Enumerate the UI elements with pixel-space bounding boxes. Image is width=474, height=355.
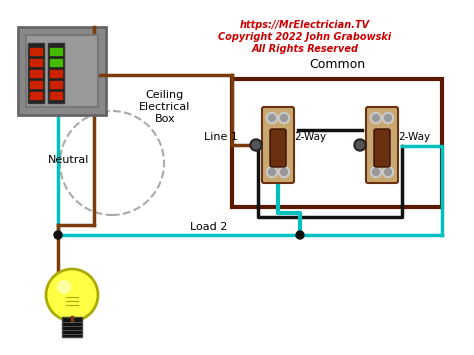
Text: 2-Way: 2-Way	[294, 132, 326, 142]
Bar	[28, 43, 44, 103]
Text: Neutral: Neutral	[48, 155, 90, 165]
Bar	[26, 35, 98, 107]
Bar	[48, 43, 64, 103]
Text: Common: Common	[309, 58, 365, 71]
Text: Line 1: Line 1	[204, 132, 238, 142]
FancyBboxPatch shape	[270, 129, 286, 167]
Circle shape	[281, 169, 288, 175]
Bar	[30, 81, 42, 88]
Circle shape	[371, 113, 382, 124]
Bar	[232, 79, 442, 207]
Circle shape	[373, 169, 380, 175]
Circle shape	[383, 113, 393, 124]
Circle shape	[57, 280, 71, 294]
Circle shape	[383, 166, 393, 178]
Bar	[50, 48, 62, 55]
Bar	[18, 27, 106, 115]
Circle shape	[266, 113, 277, 124]
Bar	[50, 59, 62, 66]
Circle shape	[268, 169, 275, 175]
Text: All Rights Reserved: All Rights Reserved	[252, 44, 358, 54]
Bar	[50, 70, 62, 77]
Bar	[30, 70, 42, 77]
FancyBboxPatch shape	[374, 129, 390, 167]
Circle shape	[354, 139, 366, 151]
Circle shape	[279, 166, 290, 178]
Bar	[50, 81, 62, 88]
Circle shape	[373, 115, 380, 121]
Circle shape	[266, 166, 277, 178]
Bar	[30, 59, 42, 66]
Text: Load 2: Load 2	[190, 222, 228, 232]
Text: 2-Way: 2-Way	[398, 132, 430, 142]
Bar	[50, 92, 62, 99]
Circle shape	[252, 141, 260, 149]
Text: Ceiling
Electrical
Box: Ceiling Electrical Box	[139, 91, 191, 124]
Circle shape	[46, 269, 98, 321]
Circle shape	[356, 141, 364, 149]
Circle shape	[384, 115, 392, 121]
FancyBboxPatch shape	[366, 107, 398, 183]
Circle shape	[371, 166, 382, 178]
Circle shape	[279, 113, 290, 124]
Bar	[30, 48, 42, 55]
Circle shape	[384, 169, 392, 175]
Circle shape	[54, 231, 62, 239]
Circle shape	[296, 231, 304, 239]
Circle shape	[268, 115, 275, 121]
Text: https://MrElectrician.TV: https://MrElectrician.TV	[240, 20, 370, 30]
Circle shape	[250, 139, 262, 151]
FancyBboxPatch shape	[262, 107, 294, 183]
Bar	[62, 317, 82, 337]
Circle shape	[281, 115, 288, 121]
Bar	[30, 92, 42, 99]
Text: Copyright 2022 John Grabowski: Copyright 2022 John Grabowski	[219, 32, 392, 42]
